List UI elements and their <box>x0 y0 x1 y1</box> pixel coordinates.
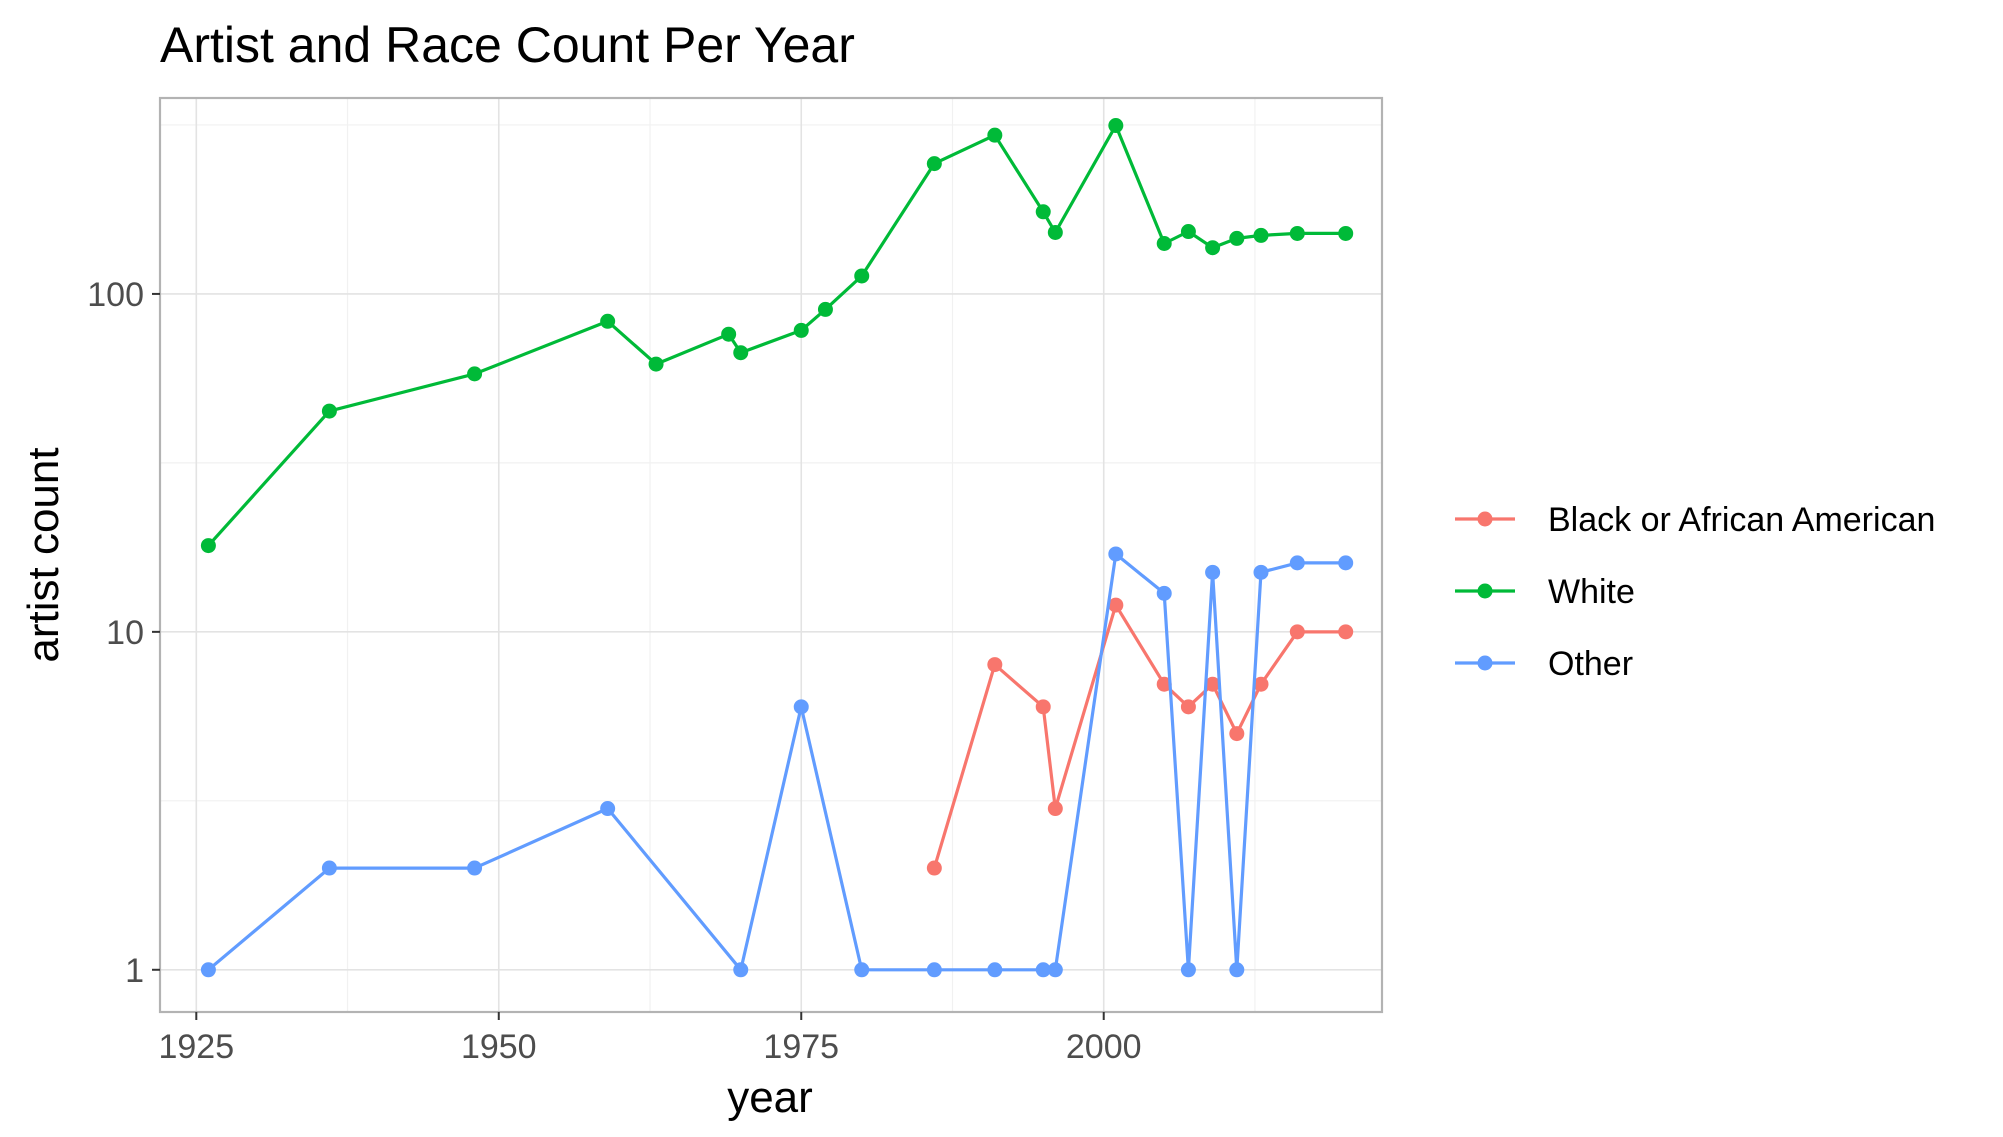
data-point-white <box>600 313 616 329</box>
data-point-white <box>1108 118 1124 134</box>
data-point-black-or-african-american <box>1205 676 1221 692</box>
data-point-white <box>1205 240 1221 256</box>
data-point-white <box>721 326 737 342</box>
data-point-other <box>793 699 809 715</box>
data-point-other <box>1156 585 1172 601</box>
gridlines <box>160 98 1382 1012</box>
series-black-or-african-american <box>926 597 1354 876</box>
x-axis-ticks: 1925 1950 1975 2000 <box>158 1012 1142 1066</box>
data-point-other <box>467 860 483 876</box>
series-line-black-or-african-american <box>932 603 1346 869</box>
data-point-black-or-african-american <box>987 657 1003 673</box>
data-point-white <box>648 356 664 372</box>
data-point-other <box>1253 564 1269 580</box>
legend-label: Other <box>1548 645 1633 683</box>
data-point-white <box>1253 227 1269 243</box>
data-point-black-or-african-american <box>1338 624 1354 640</box>
series-line-white <box>207 123 1346 547</box>
data-point-white <box>987 127 1003 143</box>
data-point-black-or-african-american <box>1108 597 1124 613</box>
legend-label: Black or African American <box>1548 501 1935 539</box>
data-point-black-or-african-american <box>926 860 942 876</box>
data-point-other <box>733 962 749 978</box>
data-point-white <box>1289 225 1305 241</box>
data-point-black-or-african-american <box>1156 676 1172 692</box>
data-point-other <box>1108 546 1124 562</box>
data-point-white <box>1047 224 1063 240</box>
data-point-white <box>1338 225 1354 241</box>
data-point-black-or-african-american <box>1047 801 1063 817</box>
legend-label: White <box>1548 573 1635 611</box>
data-point-white <box>793 322 809 338</box>
legend-key-point <box>1477 511 1493 527</box>
data-point-white <box>1035 204 1051 220</box>
data-point-other <box>200 962 216 978</box>
data-point-white <box>200 538 216 554</box>
series-line-other <box>207 552 1346 972</box>
data-point-white <box>1180 224 1196 240</box>
x-axis-title: year <box>727 1073 813 1122</box>
plot-panel-border <box>158 96 1384 1014</box>
data-point-other <box>1289 555 1305 571</box>
series-white <box>200 118 1354 554</box>
legend-key-point <box>1477 655 1493 671</box>
y-axis-title: artist count <box>19 447 68 662</box>
y-tick-label: 1 <box>125 952 144 990</box>
data-point-other <box>600 801 616 817</box>
x-tick-label: 1975 <box>763 1028 839 1066</box>
data-point-other <box>1180 962 1196 978</box>
data-point-other <box>854 962 870 978</box>
data-point-other <box>926 962 942 978</box>
legend: Black or African American White Other <box>1455 501 1935 683</box>
legend-item-black-or-african-american: Black or African American <box>1455 501 1935 539</box>
data-point-other <box>321 860 337 876</box>
data-point-white <box>1229 230 1245 246</box>
data-point-black-or-african-american <box>1289 624 1305 640</box>
data-point-other <box>987 962 1003 978</box>
y-tick-label: 10 <box>106 614 144 652</box>
x-tick-label: 2000 <box>1066 1028 1142 1066</box>
data-point-other <box>1205 564 1221 580</box>
data-point-other <box>1338 555 1354 571</box>
legend-key-point <box>1477 583 1493 599</box>
data-point-black-or-african-american <box>1180 699 1196 715</box>
data-point-black-or-african-american <box>1035 699 1051 715</box>
data-point-white <box>1156 235 1172 251</box>
data-point-white <box>467 366 483 382</box>
data-point-white <box>854 268 870 284</box>
plot-series <box>200 118 1354 978</box>
data-point-white <box>321 403 337 419</box>
chart-title: Artist and Race Count Per Year <box>160 17 855 73</box>
x-tick-label: 1925 <box>158 1028 234 1066</box>
series-other <box>200 546 1354 978</box>
data-point-black-or-african-american <box>1229 726 1245 742</box>
data-point-white <box>733 345 749 361</box>
data-point-other <box>1047 962 1063 978</box>
legend-item-other: Other <box>1455 645 1633 683</box>
y-axis-ticks: 1 10 100 <box>87 276 160 990</box>
legend-item-white: White <box>1455 573 1635 611</box>
y-tick-label: 100 <box>87 276 144 314</box>
x-tick-label: 1950 <box>461 1028 537 1066</box>
data-point-white <box>926 156 942 172</box>
data-point-other <box>1035 962 1051 978</box>
data-point-white <box>817 301 833 317</box>
data-point-other <box>1229 962 1245 978</box>
data-point-black-or-african-american <box>1253 676 1269 692</box>
